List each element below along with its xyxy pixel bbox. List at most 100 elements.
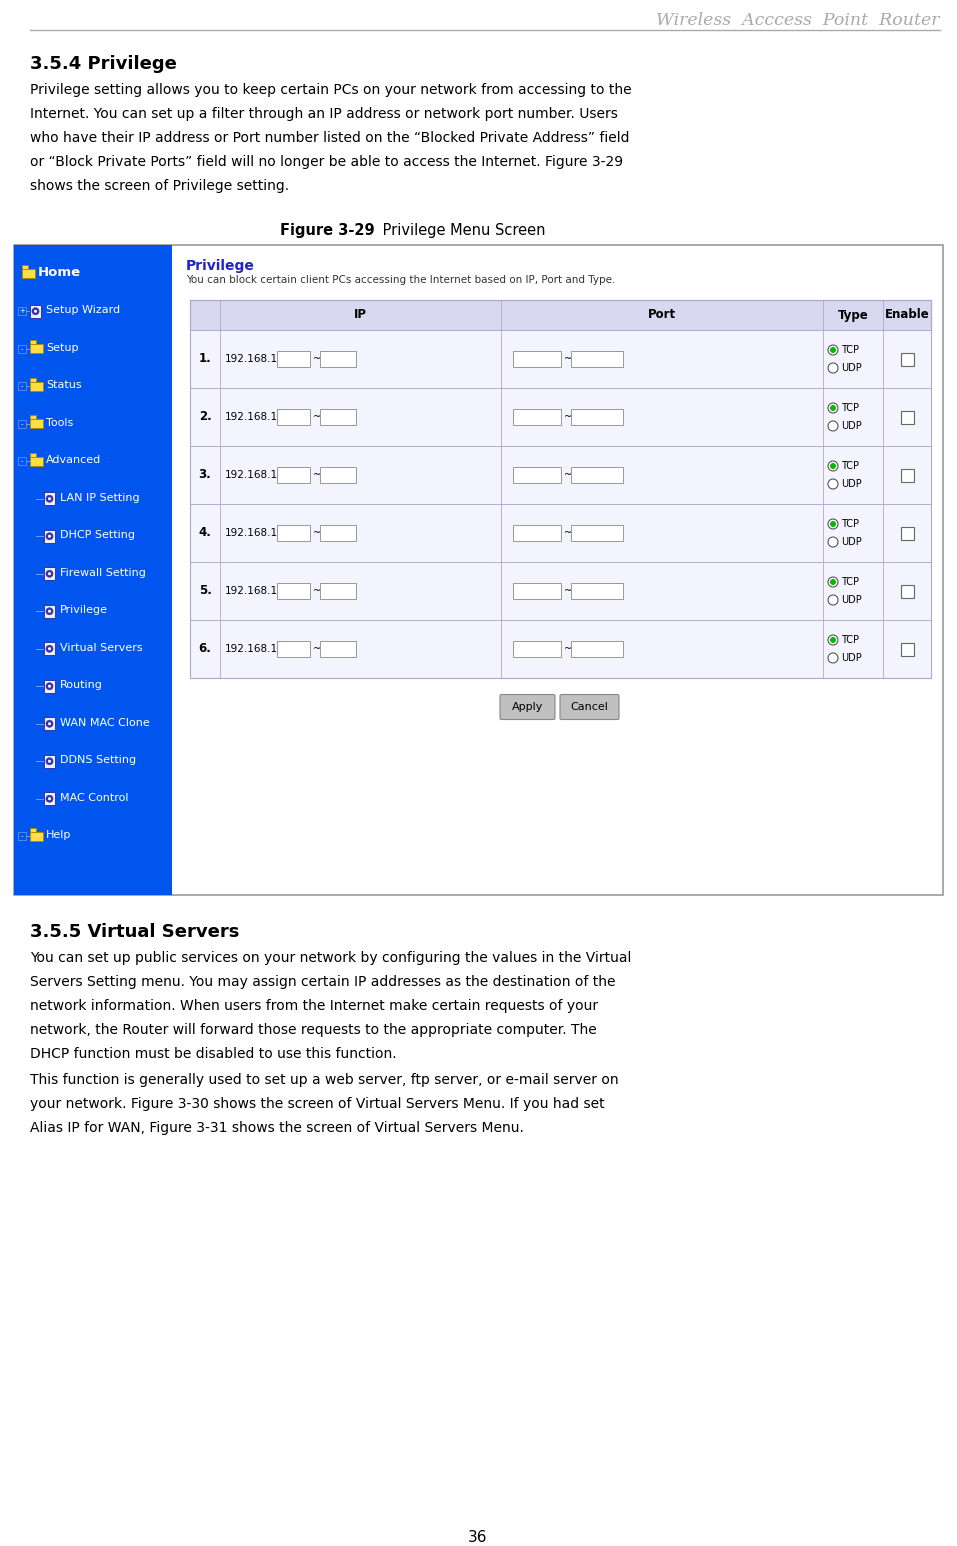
Circle shape <box>48 798 51 801</box>
Text: Firewall Setting: Firewall Setting <box>60 567 145 578</box>
FancyBboxPatch shape <box>500 694 555 719</box>
Circle shape <box>46 720 53 727</box>
FancyBboxPatch shape <box>571 526 623 541</box>
FancyBboxPatch shape <box>277 526 310 541</box>
Text: Advanced: Advanced <box>46 455 101 465</box>
FancyBboxPatch shape <box>190 329 931 388</box>
Text: 192.168.1.: 192.168.1. <box>225 470 281 479</box>
FancyBboxPatch shape <box>44 492 55 506</box>
FancyBboxPatch shape <box>22 269 35 278</box>
FancyBboxPatch shape <box>190 300 931 329</box>
Text: 6.: 6. <box>198 643 211 656</box>
Circle shape <box>828 577 838 587</box>
Text: ~: ~ <box>313 645 322 654</box>
FancyBboxPatch shape <box>18 832 26 839</box>
Text: ~: ~ <box>564 645 572 654</box>
FancyBboxPatch shape <box>571 467 623 482</box>
FancyBboxPatch shape <box>320 583 356 598</box>
FancyBboxPatch shape <box>30 453 36 456</box>
FancyBboxPatch shape <box>901 643 914 656</box>
FancyBboxPatch shape <box>190 563 931 620</box>
Circle shape <box>828 479 838 489</box>
FancyBboxPatch shape <box>190 620 931 679</box>
Text: shows the screen of Privilege setting.: shows the screen of Privilege setting. <box>30 179 289 193</box>
Text: ~: ~ <box>313 411 322 422</box>
Circle shape <box>46 645 53 652</box>
FancyBboxPatch shape <box>901 468 914 481</box>
Text: DHCP function must be disabled to use this function.: DHCP function must be disabled to use th… <box>30 1047 396 1061</box>
FancyBboxPatch shape <box>901 527 914 540</box>
Text: 192.168.1.: 192.168.1. <box>225 354 281 363</box>
Circle shape <box>48 498 51 501</box>
Text: UDP: UDP <box>841 595 861 604</box>
FancyBboxPatch shape <box>513 526 561 541</box>
Circle shape <box>830 637 836 643</box>
Text: UDP: UDP <box>841 363 861 373</box>
FancyBboxPatch shape <box>44 792 55 805</box>
Circle shape <box>828 519 838 529</box>
Circle shape <box>46 758 53 765</box>
Text: Status: Status <box>46 380 81 390</box>
FancyBboxPatch shape <box>14 244 172 895</box>
FancyBboxPatch shape <box>320 642 356 657</box>
Text: 2.: 2. <box>199 411 211 424</box>
Text: 192.168.1.: 192.168.1. <box>225 586 281 597</box>
Text: TCP: TCP <box>841 345 859 356</box>
Text: -: - <box>21 833 23 839</box>
Text: UDP: UDP <box>841 479 861 489</box>
Text: -: - <box>21 383 23 390</box>
Text: 5.: 5. <box>198 584 211 597</box>
Text: TCP: TCP <box>841 577 859 587</box>
Circle shape <box>46 495 53 502</box>
FancyBboxPatch shape <box>560 694 619 719</box>
Text: Type: Type <box>837 309 868 322</box>
FancyBboxPatch shape <box>190 388 931 445</box>
Text: 3.5.5 Virtual Servers: 3.5.5 Virtual Servers <box>30 923 239 942</box>
Text: Servers Setting menu. You may assign certain IP addresses as the destination of : Servers Setting menu. You may assign cer… <box>30 976 615 989</box>
Text: Port: Port <box>648 309 676 322</box>
Circle shape <box>828 404 838 413</box>
Text: 192.168.1.: 192.168.1. <box>225 645 281 654</box>
Circle shape <box>46 683 53 690</box>
Text: 192.168.1.: 192.168.1. <box>225 529 281 538</box>
Text: 3.5.4 Privilege: 3.5.4 Privilege <box>30 56 177 73</box>
Circle shape <box>828 345 838 356</box>
Text: MAC Control: MAC Control <box>60 793 128 802</box>
FancyBboxPatch shape <box>18 421 26 428</box>
FancyBboxPatch shape <box>30 377 36 382</box>
Text: -: - <box>21 421 23 427</box>
FancyBboxPatch shape <box>513 467 561 482</box>
Circle shape <box>46 570 53 577</box>
Text: TCP: TCP <box>841 519 859 529</box>
Text: IP: IP <box>354 309 367 322</box>
Circle shape <box>48 685 51 688</box>
FancyBboxPatch shape <box>30 419 43 428</box>
Text: 3.: 3. <box>199 468 211 481</box>
FancyBboxPatch shape <box>30 832 43 841</box>
Text: ~: ~ <box>564 354 572 363</box>
Circle shape <box>830 580 836 584</box>
Circle shape <box>830 346 836 352</box>
FancyBboxPatch shape <box>513 410 561 425</box>
FancyBboxPatch shape <box>18 382 26 390</box>
Text: TCP: TCP <box>841 635 859 645</box>
Circle shape <box>48 759 51 762</box>
FancyBboxPatch shape <box>18 458 26 465</box>
Text: 36: 36 <box>468 1531 488 1544</box>
Text: TCP: TCP <box>841 461 859 472</box>
FancyBboxPatch shape <box>44 530 55 543</box>
Circle shape <box>48 609 51 612</box>
Text: ~: ~ <box>313 529 322 538</box>
FancyBboxPatch shape <box>320 526 356 541</box>
Text: Home: Home <box>38 266 81 280</box>
Text: DHCP Setting: DHCP Setting <box>60 530 135 540</box>
Text: Wireless  Acccess  Point  Router: Wireless Acccess Point Router <box>657 12 940 29</box>
Circle shape <box>46 608 53 615</box>
FancyBboxPatch shape <box>277 467 310 482</box>
Circle shape <box>48 572 51 575</box>
Text: who have their IP address or Port number listed on the “Blocked Private Address”: who have their IP address or Port number… <box>30 131 630 145</box>
FancyBboxPatch shape <box>320 410 356 425</box>
Circle shape <box>48 722 51 725</box>
Text: ~: ~ <box>564 470 572 479</box>
FancyBboxPatch shape <box>320 467 356 482</box>
